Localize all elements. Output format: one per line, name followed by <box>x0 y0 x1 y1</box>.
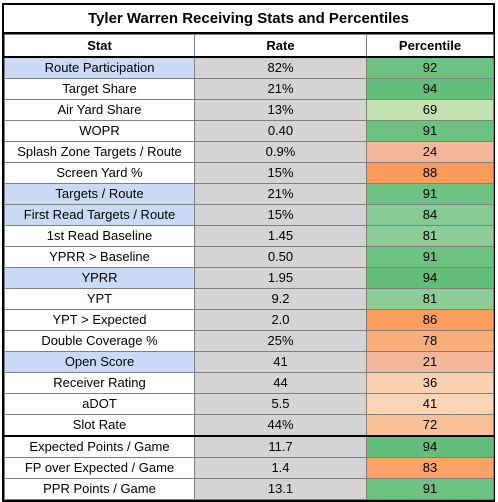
percentile-cell: 36 <box>366 372 494 394</box>
stat-cell: Expected Points / Game <box>4 435 195 458</box>
table-row: PPR Points / Game 13.1 91 <box>4 478 494 500</box>
table-row: Splash Zone Targets / Route 0.9% 24 <box>4 141 494 163</box>
stats-table-frame: Tyler Warren Receiving Stats and Percent… <box>2 3 495 502</box>
rate-cell: 15% <box>194 162 367 184</box>
stat-cell: FP over Expected / Game <box>4 457 195 479</box>
header-percentile: Percentile <box>366 34 494 58</box>
rate-cell: 5.5 <box>194 393 367 415</box>
stat-cell: Receiver Rating <box>4 372 195 394</box>
table-row: Targets / Route 21% 91 <box>4 183 494 205</box>
rate-cell: 13.1 <box>194 478 367 500</box>
percentile-cell: 94 <box>366 435 494 458</box>
rate-cell: 11.7 <box>194 435 367 458</box>
rate-cell: 0.50 <box>194 246 367 268</box>
table-row: Open Score 41 21 <box>4 351 494 373</box>
percentile-cell: 21 <box>366 351 494 373</box>
percentile-cell: 92 <box>366 56 494 79</box>
percentile-cell: 91 <box>366 120 494 142</box>
stat-cell: Screen Yard % <box>4 162 195 184</box>
percentile-cell: 94 <box>366 78 494 100</box>
rate-cell: 2.0 <box>194 309 367 331</box>
percentile-cell: 83 <box>366 457 494 479</box>
rate-cell: 1.45 <box>194 225 367 247</box>
rate-cell: 82% <box>194 56 367 79</box>
table-row: Double Coverage % 25% 78 <box>4 330 494 352</box>
table-row: YPRR 1.95 94 <box>4 267 494 289</box>
percentile-cell: 91 <box>366 183 494 205</box>
rate-cell: 1.4 <box>194 457 367 479</box>
percentile-cell: 94 <box>366 267 494 289</box>
table-body: Route Participation 82% 92 Target Share 21% 9… <box>4 56 494 500</box>
header-stat: Stat <box>4 34 195 58</box>
rate-cell: 13% <box>194 99 367 121</box>
table-row: aDOT 5.5 41 <box>4 393 494 415</box>
stat-cell: Splash Zone Targets / Route <box>4 141 195 163</box>
rate-cell: 1.95 <box>194 267 367 289</box>
stat-cell: Double Coverage % <box>4 330 195 352</box>
rate-cell: 15% <box>194 204 367 226</box>
percentile-cell: 81 <box>366 288 494 310</box>
percentile-cell: 88 <box>366 162 494 184</box>
header-row: Stat Rate Percentile <box>4 34 494 58</box>
table-row: Target Share 21% 94 <box>4 78 494 100</box>
stat-cell: First Read Targets / Route <box>4 204 195 226</box>
table-title: Tyler Warren Receiving Stats and Percent… <box>4 5 493 34</box>
percentile-cell: 86 <box>366 309 494 331</box>
percentile-cell: 41 <box>366 393 494 415</box>
table-row: Route Participation 82% 92 <box>4 56 494 79</box>
stats-table: Stat Rate Percentile Route Participation… <box>4 34 494 500</box>
rate-cell: 21% <box>194 78 367 100</box>
table-row: WOPR 0.40 91 <box>4 120 494 142</box>
table-row: Receiver Rating 44 36 <box>4 372 494 394</box>
percentile-cell: 91 <box>366 478 494 500</box>
rate-cell: 44% <box>194 414 367 437</box>
stat-cell: YPRR > Baseline <box>4 246 195 268</box>
table-row: YPT 9.2 81 <box>4 288 494 310</box>
stat-cell: Target Share <box>4 78 195 100</box>
stat-cell: Air Yard Share <box>4 99 195 121</box>
stat-cell: PPR Points / Game <box>4 478 195 500</box>
rate-cell: 21% <box>194 183 367 205</box>
percentile-cell: 81 <box>366 225 494 247</box>
rate-cell: 0.9% <box>194 141 367 163</box>
table-row: Air Yard Share 13% 69 <box>4 99 494 121</box>
stat-cell: Slot Rate <box>4 414 195 437</box>
stat-cell: Open Score <box>4 351 195 373</box>
stat-cell: YPT <box>4 288 195 310</box>
stat-cell: YPT > Expected <box>4 309 195 331</box>
rate-cell: 41 <box>194 351 367 373</box>
table-row: Expected Points / Game 11.7 94 <box>4 435 494 458</box>
table-row: YPRR > Baseline 0.50 91 <box>4 246 494 268</box>
table-row: Slot Rate 44% 72 <box>4 414 494 437</box>
table-row: Screen Yard % 15% 88 <box>4 162 494 184</box>
percentile-cell: 78 <box>366 330 494 352</box>
stat-cell: aDOT <box>4 393 195 415</box>
header-rate: Rate <box>194 34 367 58</box>
percentile-cell: 84 <box>366 204 494 226</box>
table-row: 1st Read Baseline 1.45 81 <box>4 225 494 247</box>
stat-cell: 1st Read Baseline <box>4 225 195 247</box>
table-row: FP over Expected / Game 1.4 83 <box>4 457 494 479</box>
percentile-cell: 72 <box>366 414 494 437</box>
stat-cell: Targets / Route <box>4 183 195 205</box>
rate-cell: 25% <box>194 330 367 352</box>
stat-cell: YPRR <box>4 267 195 289</box>
rate-cell: 9.2 <box>194 288 367 310</box>
percentile-cell: 91 <box>366 246 494 268</box>
rate-cell: 0.40 <box>194 120 367 142</box>
rate-cell: 44 <box>194 372 367 394</box>
table-row: First Read Targets / Route 15% 84 <box>4 204 494 226</box>
percentile-cell: 69 <box>366 99 494 121</box>
stat-cell: WOPR <box>4 120 195 142</box>
percentile-cell: 24 <box>366 141 494 163</box>
stat-cell: Route Participation <box>4 56 195 79</box>
table-row: YPT > Expected 2.0 86 <box>4 309 494 331</box>
